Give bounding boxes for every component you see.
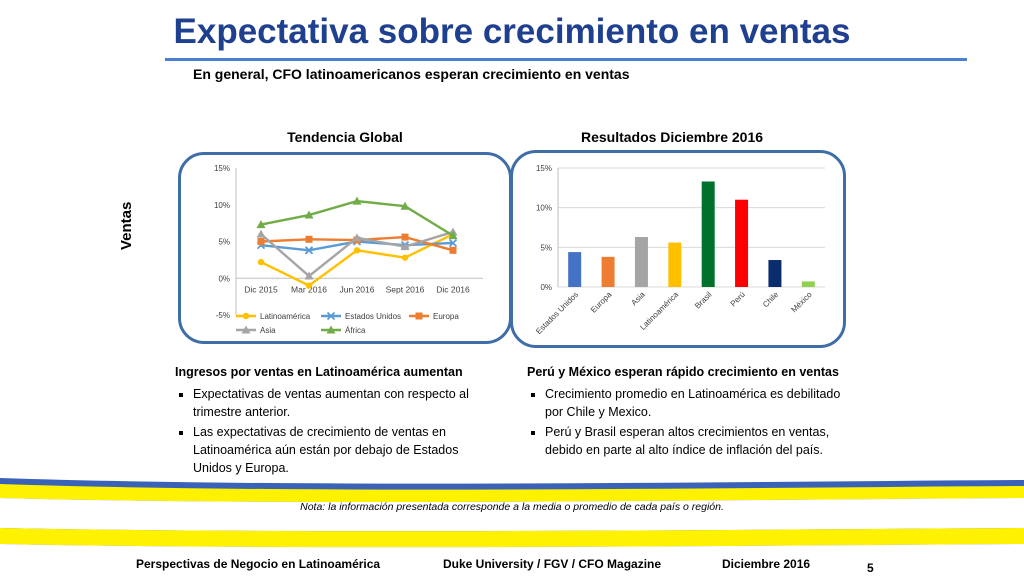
data-point-asia [304, 271, 314, 280]
data-point-europa [305, 235, 313, 243]
left-bullet-list: Expectativas de ventas aumentan con resp… [175, 385, 495, 477]
data-point-europa [449, 246, 457, 254]
bar-chile [768, 260, 782, 287]
left-text-column: Ingresos por ventas en Latinoamérica aum… [175, 365, 495, 479]
bar-chart: 0%5%10%15%Estados Unidos Europa AsiaLatino… [534, 164, 825, 336]
x-tick-label: Dic 2016 [436, 284, 470, 294]
page-subtitle: En general, CFO latinoamericanos esperan… [193, 66, 630, 82]
data-point-latinoamerica [305, 282, 313, 289]
x-tick-label: Dic 2015 [244, 284, 278, 294]
left-column-heading: Ingresos por ventas en Latinoamérica aum… [175, 365, 463, 379]
y-tick-label: -5% [216, 311, 230, 320]
y-tick-label: 10% [536, 204, 552, 213]
x-tick-label: Sept 2016 [386, 284, 425, 294]
bar-chart-frame: 0% 5% 10% 15% Estados Unidos Europa Asia Latino… [510, 150, 846, 348]
decorative-bottom-band [0, 478, 1024, 576]
x-tick-label: Mar 2016 [291, 284, 327, 294]
data-point-europa [257, 238, 265, 245]
legend-item-asia: Asia [236, 325, 276, 335]
line-chart: -5% 0% 5% 10% 15% Dic 2015 Mar 2016 Jun 2016 Sep… [214, 164, 483, 335]
series-africa [256, 196, 458, 240]
data-point-europa [401, 233, 409, 241]
right-bullet-1: Crecimiento promedio en Latinoamérica es… [545, 385, 857, 421]
legend-marker [242, 312, 250, 320]
data-point-asia [352, 233, 362, 242]
y-tick-label: 0% [540, 283, 552, 292]
title-divider [165, 58, 967, 61]
data-point-latinoamerica [401, 254, 409, 261]
data-point-latinoamerica [353, 247, 361, 254]
x-tick-label: Brasil [693, 290, 714, 311]
x-tick-label: Perú [729, 290, 747, 308]
left-bullet-2: Las expectativas de crecimiento de venta… [193, 423, 495, 477]
x-tick-label: Chile [761, 290, 781, 310]
data-point-africa [448, 231, 458, 240]
side-label-ventas: Ventas [118, 201, 135, 250]
y-tick-label: 0% [218, 274, 230, 283]
y-tick-label: 5% [540, 243, 552, 252]
legend-item-europa: Europa [409, 312, 459, 321]
x-tick-label: Estados Unidos [534, 290, 580, 336]
x-tick-label: Asia [629, 290, 647, 308]
footer-left: Perspectivas de Negocio en Latinoamérica [136, 557, 381, 571]
right-column-heading: Perú y México esperan rápido crecimiento… [527, 365, 839, 379]
footer-center: Duke University / FGV / CFO Magazine [443, 557, 662, 571]
legend-label: Europa [433, 312, 459, 321]
legend-marker [326, 325, 336, 334]
line-chart-frame: -5% 0% 5% 10% 15% Dic 2015 Mar 2016 Jun 2016 Sep… [178, 152, 512, 344]
data-point-africa [304, 210, 314, 219]
x-tick-label: Europa [589, 290, 614, 315]
data-point-latinoamerica [257, 258, 265, 266]
footer-right: Diciembre 2016 [722, 557, 811, 571]
right-text-column: Perú y México esperan rápido crecimiento… [527, 365, 857, 461]
legend-label: Asia [260, 326, 276, 335]
x-tick-label: México [789, 290, 814, 315]
bar-estados-unidos [568, 252, 582, 287]
legend-item-africa: África [321, 325, 366, 335]
bar-peru [735, 199, 749, 287]
y-tick-label: 10% [214, 201, 230, 210]
legend-label: Latinoamérica [260, 312, 311, 321]
data-point-estados-unidos [448, 238, 458, 248]
right-bullet-2: Perú y Brasil esperan altos crecimientos… [545, 423, 857, 459]
bar-brasil [701, 181, 715, 287]
legend-marker [415, 312, 423, 320]
bar-mexico [801, 281, 815, 287]
legend-marker [326, 311, 336, 321]
page-title: Expectativa sobre crecimiento en ventas [173, 12, 851, 51]
series-line-africa [260, 199, 454, 237]
left-bullet-1: Expectativas de ventas aumentan con resp… [193, 385, 495, 421]
data-point-estados-unidos [304, 246, 314, 255]
bar-chart-title: Resultados Diciembre 2016 [580, 129, 764, 145]
bar-asia [634, 237, 648, 287]
y-tick-label: 5% [218, 238, 230, 247]
data-point-africa [400, 201, 410, 210]
data-point-asia [400, 242, 410, 251]
legend-label: África [345, 326, 366, 335]
legend-marker [241, 325, 251, 334]
data-point-africa [352, 196, 362, 205]
data-point-asia [256, 229, 266, 238]
legend-label: Estados Unidos [345, 312, 401, 321]
legend-item-latinoamerica: Latinoamérica [236, 312, 311, 321]
data-point-africa [256, 220, 266, 229]
legend-item-estados-unidos: Estados Unidos [321, 311, 401, 321]
y-tick-label: 15% [536, 164, 552, 173]
page-number: 5 [867, 561, 874, 575]
bar-europa [601, 256, 615, 287]
y-tick-label: 15% [214, 164, 230, 173]
x-tick-label: Jun 2016 [340, 284, 375, 294]
line-chart-title: Tendencia Global [287, 129, 403, 145]
right-bullet-list: Crecimiento promedio en Latinoamérica es… [527, 385, 857, 459]
footnote: Nota: la información presentada correspo… [300, 501, 724, 513]
bar-latinoamerica [668, 242, 682, 287]
